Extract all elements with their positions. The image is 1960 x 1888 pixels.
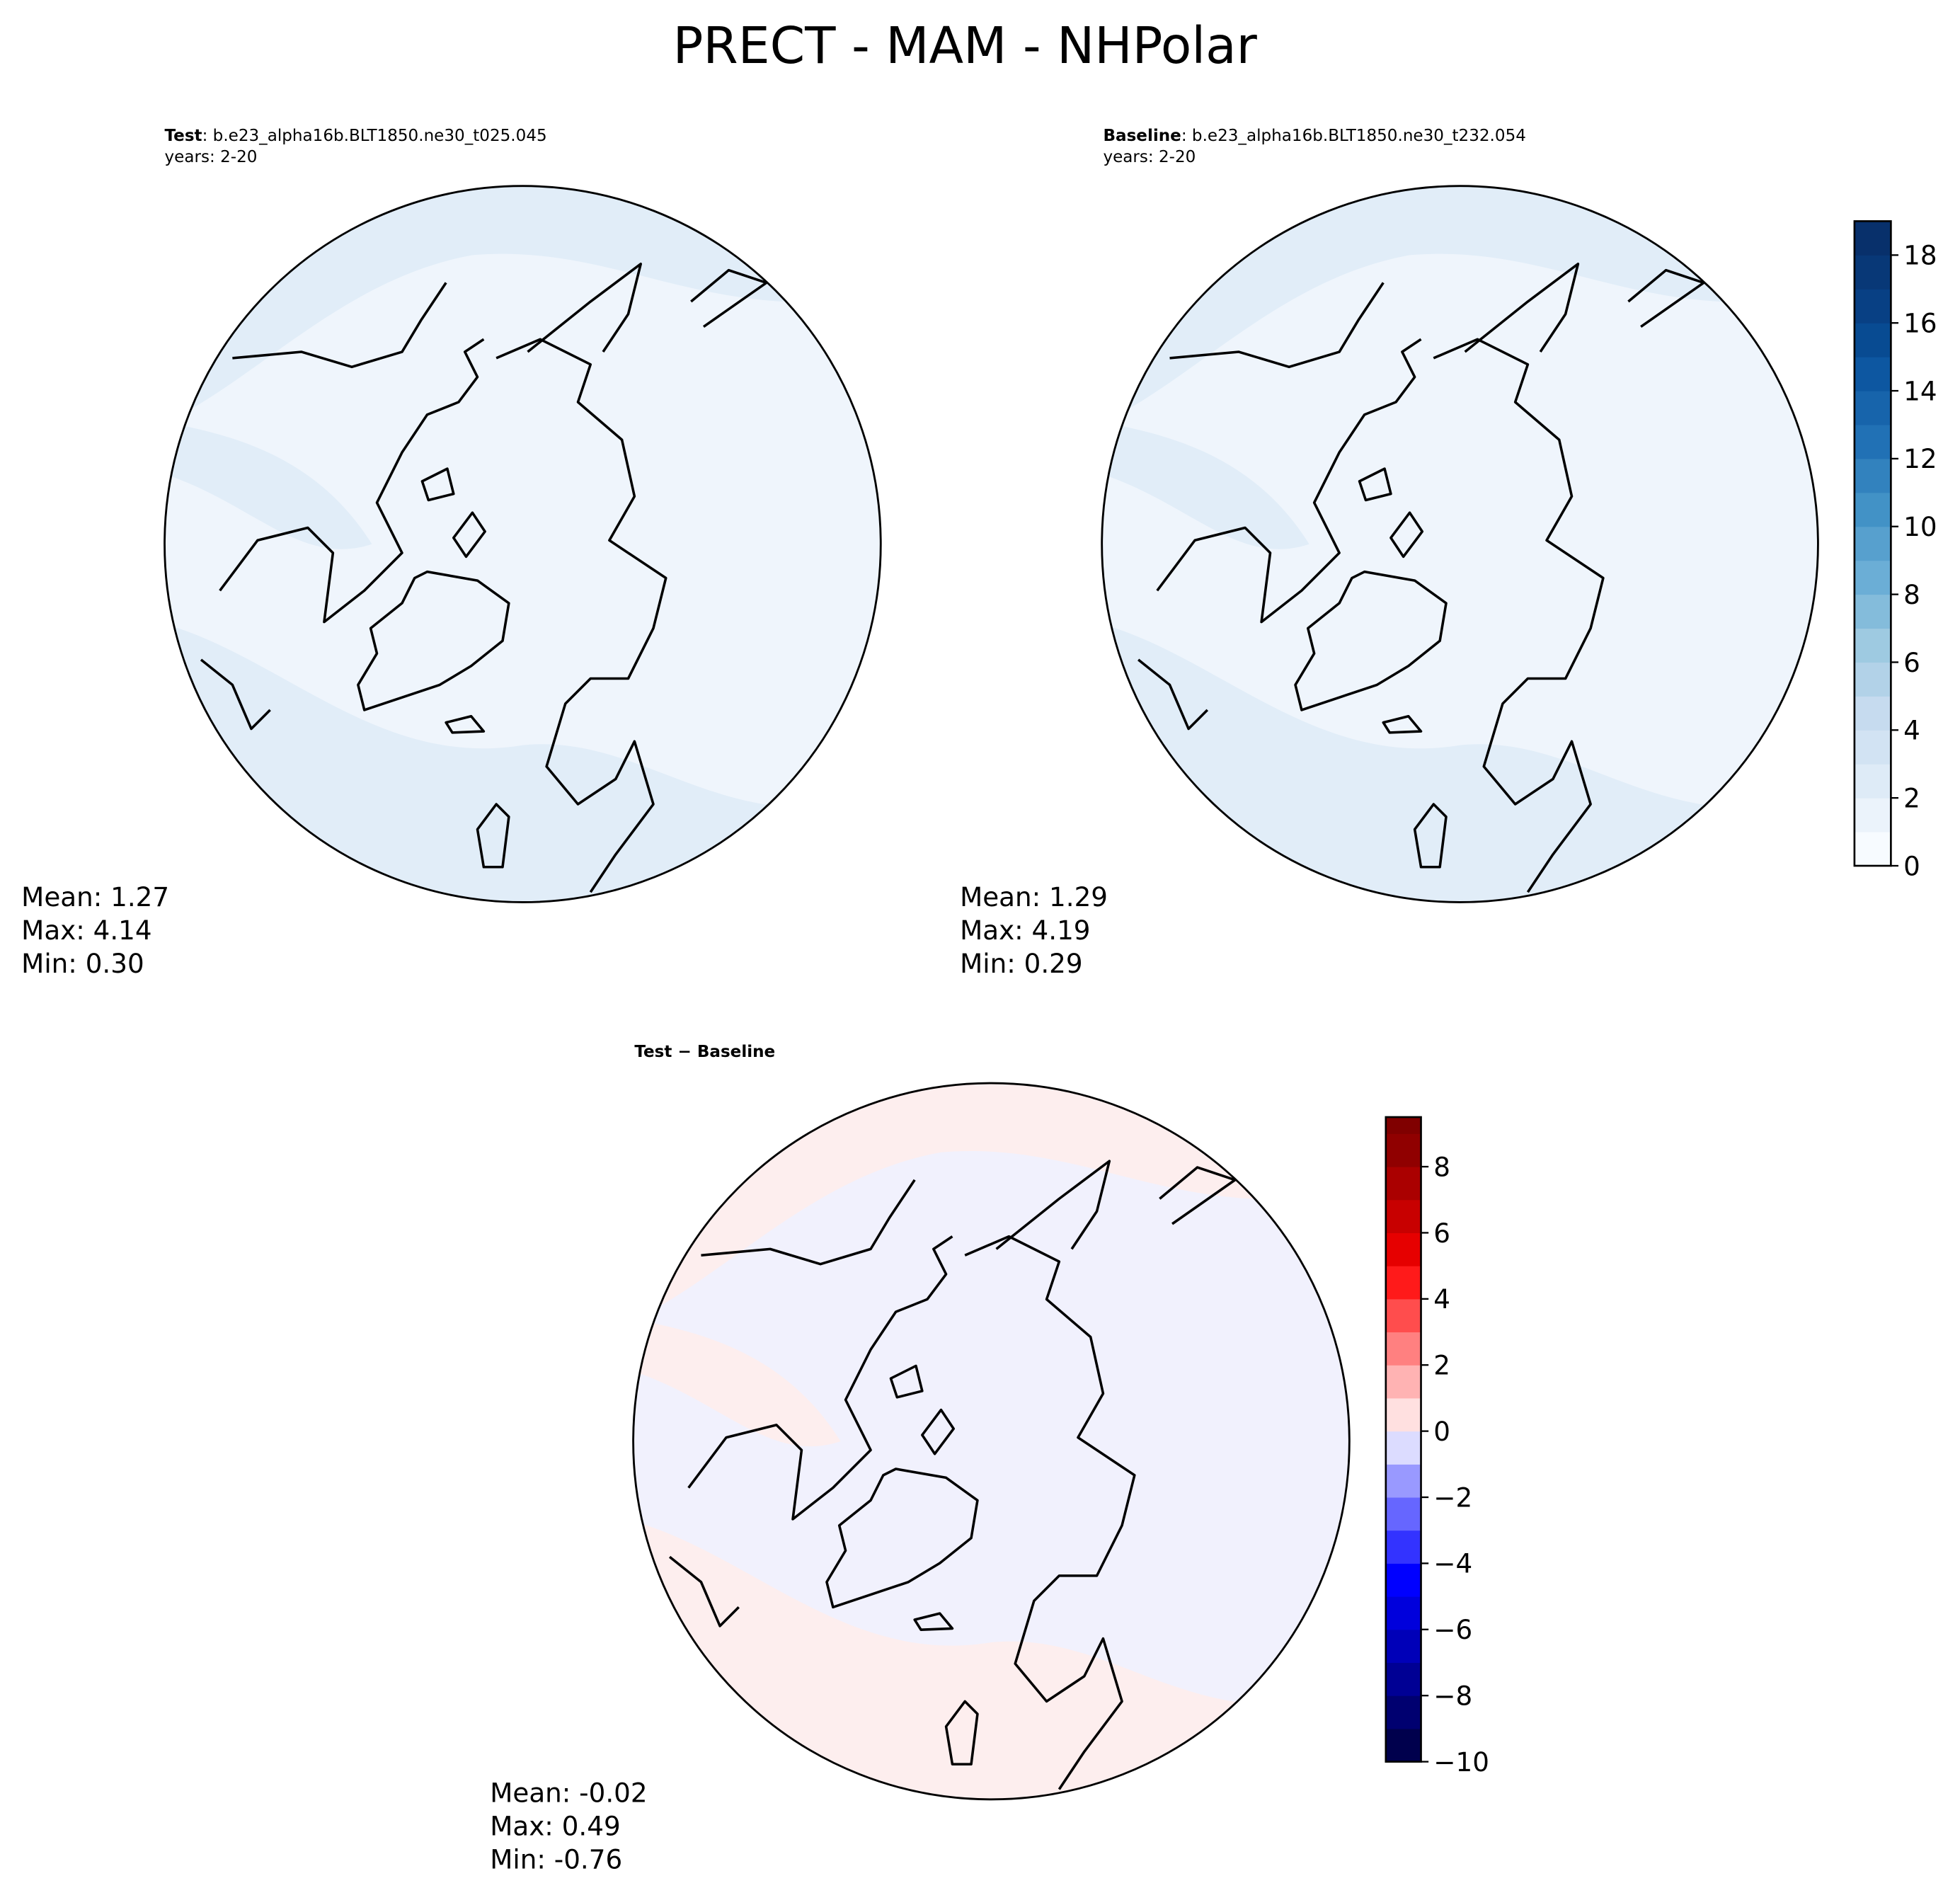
colorbar-band bbox=[1385, 1464, 1421, 1498]
stat-label: Min: 0.29 bbox=[960, 948, 1083, 979]
stat-label: Min: -0.76 bbox=[490, 1843, 622, 1875]
colorbar-band bbox=[1854, 628, 1891, 663]
colorbar-band bbox=[1854, 730, 1891, 765]
colorbar-band bbox=[1385, 1431, 1421, 1465]
colorbar-band bbox=[1854, 424, 1891, 459]
stat-label: Min: 0.30 bbox=[21, 948, 144, 979]
colorbar-band bbox=[1854, 662, 1891, 697]
map bbox=[164, 185, 882, 903]
panel-subtitle: years: 2-20 bbox=[1103, 148, 1196, 166]
stat-label: Mean: -0.02 bbox=[490, 1777, 647, 1808]
colorbar-tick-label: 14 bbox=[1903, 375, 1937, 406]
map-shade bbox=[164, 418, 372, 549]
colorbar-band bbox=[1854, 798, 1891, 833]
map-shade bbox=[633, 1516, 1350, 1800]
colorbar-tick-label: 6 bbox=[1433, 1218, 1450, 1249]
colorbar-tick-label: −10 bbox=[1433, 1746, 1489, 1778]
colorbar-band bbox=[1385, 1167, 1421, 1201]
colorbar-tick-label: 0 bbox=[1903, 850, 1920, 881]
colorbar-tick-label: 10 bbox=[1903, 511, 1937, 542]
colorbar-band bbox=[1385, 1232, 1421, 1266]
colorbar-tick-label: 18 bbox=[1903, 240, 1937, 271]
panel-title: Test: b.e23_alpha16b.BLT1850.ne30_t025.0… bbox=[165, 127, 547, 145]
colorbar-band bbox=[1854, 560, 1891, 595]
colorbar-band bbox=[1854, 832, 1891, 866]
colorbar-band bbox=[1385, 1332, 1421, 1366]
colorbar-tick-label: 8 bbox=[1433, 1151, 1450, 1182]
colorbar-band bbox=[1385, 1266, 1421, 1300]
colorbar-tick-label: −6 bbox=[1433, 1614, 1472, 1645]
map-field bbox=[164, 185, 881, 903]
colorbar-tick-label: 4 bbox=[1433, 1283, 1450, 1315]
map-border bbox=[164, 185, 882, 903]
map-shade bbox=[633, 1315, 841, 1447]
colorbar-tick-label: 0 bbox=[1433, 1416, 1450, 1447]
map bbox=[1101, 185, 1819, 903]
map-shade bbox=[164, 619, 881, 903]
figure-title: PRECT - MAM - NHPolar bbox=[673, 16, 1258, 75]
colorbar-band bbox=[1854, 492, 1891, 527]
map-field bbox=[633, 1083, 1350, 1800]
colorbar-band bbox=[1385, 1117, 1421, 1134]
colorbar-tick-label: 8 bbox=[1903, 579, 1920, 610]
map bbox=[632, 1082, 1351, 1801]
colorbar-band bbox=[1854, 526, 1891, 561]
colorbar-band bbox=[1385, 1563, 1421, 1597]
colorbar-band bbox=[1385, 1199, 1421, 1233]
colorbar-tick-label: 12 bbox=[1903, 443, 1937, 474]
stat-label: Max: 4.14 bbox=[21, 915, 151, 946]
colorbar-tick-label: −4 bbox=[1433, 1548, 1472, 1579]
colorbar-band bbox=[1854, 255, 1891, 290]
map-shade bbox=[1101, 418, 1309, 549]
map-shade bbox=[1101, 619, 1818, 903]
colorbar-band bbox=[1385, 1662, 1421, 1696]
panel-title-bold: Test − Baseline bbox=[634, 1043, 775, 1061]
panel-title-bold: Baseline bbox=[1103, 127, 1181, 145]
colorbar-frame bbox=[1853, 220, 1892, 867]
colorbar-band bbox=[1385, 1728, 1421, 1763]
colorbar-tick-label: 2 bbox=[1903, 782, 1920, 813]
colorbar-band bbox=[1854, 289, 1891, 324]
colorbar-band bbox=[1854, 696, 1891, 731]
panel-title: Test − Baseline bbox=[634, 1043, 775, 1061]
map-border bbox=[1101, 185, 1819, 903]
colorbar-tick-label: 4 bbox=[1903, 715, 1920, 746]
colorbar-band bbox=[1854, 764, 1891, 799]
colorbar-tick-label: 6 bbox=[1903, 647, 1920, 678]
stat-label: Mean: 1.27 bbox=[21, 881, 169, 912]
colorbar-frame bbox=[1385, 1116, 1422, 1763]
colorbar-tick-label: 16 bbox=[1903, 308, 1937, 339]
colorbar-band bbox=[1385, 1596, 1421, 1630]
colorbar-band bbox=[1854, 594, 1891, 629]
colorbar-band bbox=[1854, 391, 1891, 425]
colorbar-band bbox=[1385, 1397, 1421, 1432]
colorbar-band bbox=[1385, 1629, 1421, 1664]
colorbar-tick-label: −2 bbox=[1433, 1482, 1472, 1513]
colorbar-band bbox=[1385, 1365, 1421, 1399]
map-border bbox=[632, 1082, 1351, 1801]
panel-title-rest: : b.e23_alpha16b.BLT1850.ne30_t025.045 bbox=[202, 127, 547, 145]
colorbar-band bbox=[1854, 357, 1891, 391]
colorbar-band bbox=[1854, 458, 1891, 493]
colorbar-band bbox=[1385, 1497, 1421, 1531]
panel-title: Baseline: b.e23_alpha16b.BLT1850.ne30_t2… bbox=[1103, 127, 1525, 145]
colorbar-band bbox=[1385, 1530, 1421, 1564]
colorbar-tick-label: 2 bbox=[1433, 1350, 1450, 1381]
panel-title-rest: : b.e23_alpha16b.BLT1850.ne30_t232.054 bbox=[1181, 127, 1526, 145]
stat-label: Max: 4.19 bbox=[960, 915, 1090, 946]
colorbar-band bbox=[1385, 1695, 1421, 1729]
panel-subtitle: years: 2-20 bbox=[165, 148, 258, 166]
colorbar-band bbox=[1385, 1133, 1421, 1167]
stat-label: Mean: 1.29 bbox=[960, 881, 1108, 912]
map-field bbox=[1101, 185, 1818, 903]
panel-title-bold: Test bbox=[165, 127, 202, 145]
colorbar-band bbox=[1854, 221, 1891, 256]
colorbar-band bbox=[1854, 323, 1891, 357]
stat-label: Max: 0.49 bbox=[490, 1810, 620, 1841]
colorbar-tick-label: −8 bbox=[1433, 1681, 1472, 1712]
colorbar-band bbox=[1385, 1298, 1421, 1333]
